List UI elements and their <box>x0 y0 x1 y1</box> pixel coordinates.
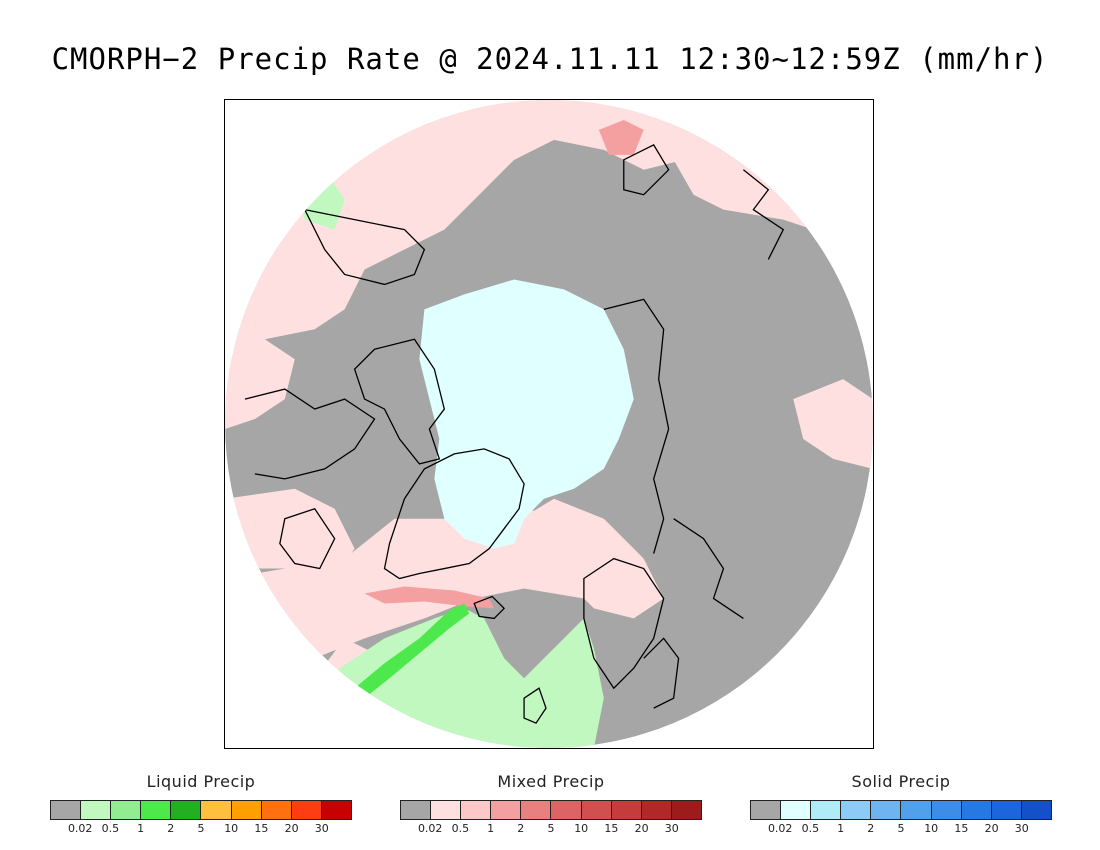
coastline-north-america-west <box>244 388 376 480</box>
legend-tick-mixed-7: 20 <box>634 822 649 835</box>
legend-ticks-solid: 0.02 0.5 1 2 5 10 15 20 30 <box>750 822 1052 836</box>
coastline-far-east <box>742 169 785 260</box>
legend-swatch-mixed-3 <box>491 801 522 819</box>
legend-swatch-mixed-2 <box>461 801 492 819</box>
legend-tick-solid-8: 30 <box>1014 822 1029 835</box>
legend-tick-mixed-6: 15 <box>604 822 619 835</box>
legend-tick-mixed-1: 0.5 <box>451 822 470 835</box>
legend-tick-solid-4: 5 <box>897 822 905 835</box>
legend-swatch-solid-9 <box>1021 801 1051 819</box>
legend-tick-solid-5: 10 <box>924 822 939 835</box>
mixed-precip-region-siberia <box>793 379 873 469</box>
polar-map-frame <box>224 99 874 749</box>
legend-swatch-liquid-7 <box>261 801 292 819</box>
legend-swatch-liquid-6 <box>231 801 262 819</box>
legend-tick-liquid-1: 0.5 <box>101 822 120 835</box>
legend-tick-mixed-5: 10 <box>574 822 589 835</box>
legend-swatch-mixed-8 <box>641 801 672 819</box>
page-title: CMORPH−2 Precip Rate @ 2024.11.11 12:30~… <box>51 42 1049 76</box>
coastline-russia-north <box>673 518 744 619</box>
legend-swatch-solid-0 <box>751 801 782 819</box>
legend-swatch-solid-2 <box>811 801 842 819</box>
legend-tick-solid-0: 0.02 <box>767 822 793 835</box>
legend-swatch-liquid-8 <box>291 801 322 819</box>
polar-precip-map[interactable] <box>225 100 873 748</box>
mixed-precip-region-norwegian-sea <box>504 498 664 619</box>
legend-swatch-liquid-9 <box>321 801 351 819</box>
legend-bar-solid <box>750 800 1052 820</box>
coastline-hudson-bay <box>279 507 336 570</box>
legend-swatch-solid-4 <box>871 801 902 819</box>
coastline-kamchatka <box>623 144 670 196</box>
map-disk <box>225 100 873 748</box>
legend-solid-precip: Solid Precip 0.02 0.5 1 2 5 10 15 20 30 <box>750 772 1052 836</box>
legend-tick-mixed-0: 0.02 <box>417 822 443 835</box>
coastline-iceland <box>473 595 506 620</box>
legend-bar-mixed <box>400 800 702 820</box>
legend-tick-liquid-7: 20 <box>284 822 299 835</box>
legend-swatch-liquid-5 <box>201 801 232 819</box>
coastline-scandinavia <box>583 557 665 690</box>
legend-swatch-solid-1 <box>781 801 812 819</box>
legend-tick-liquid-4: 5 <box>197 822 205 835</box>
legend-tick-mixed-2: 1 <box>487 822 495 835</box>
legend-swatch-solid-8 <box>991 801 1022 819</box>
legend-tick-liquid-3: 2 <box>167 822 175 835</box>
mixed-precip-region-west-canada <box>225 339 295 429</box>
legend-tick-liquid-8: 30 <box>314 822 329 835</box>
legend-swatch-mixed-1 <box>431 801 462 819</box>
legend-tick-solid-3: 2 <box>867 822 875 835</box>
legend-title-solid: Solid Precip <box>851 772 951 791</box>
legend-swatch-liquid-2 <box>111 801 142 819</box>
legend-tick-liquid-0: 0.02 <box>67 822 93 835</box>
legend-swatch-mixed-4 <box>521 801 552 819</box>
legend-swatch-liquid-0 <box>51 801 82 819</box>
legend-tick-mixed-4: 5 <box>547 822 555 835</box>
coastline-siberia <box>603 298 670 554</box>
legend-swatch-mixed-5 <box>551 801 582 819</box>
legend-tick-solid-7: 20 <box>984 822 999 835</box>
coastline-british-isles <box>523 687 547 724</box>
legend-tick-liquid-5: 10 <box>224 822 239 835</box>
legend-swatch-liquid-1 <box>81 801 112 819</box>
mixed-precip-band-iceland <box>364 586 495 609</box>
legend-tick-mixed-8: 30 <box>664 822 679 835</box>
legend-ticks-liquid: 0.02 0.5 1 2 5 10 15 20 30 <box>50 822 352 836</box>
coastline-canadian-archipelago <box>353 338 446 465</box>
legend-swatch-liquid-4 <box>171 801 202 819</box>
legend-swatch-solid-7 <box>961 801 992 819</box>
mixed-precip-patch-norway <box>598 119 644 155</box>
mixed-precip-region-hudson <box>225 488 355 579</box>
legend-swatch-solid-6 <box>931 801 962 819</box>
legend-swatch-mixed-6 <box>581 801 612 819</box>
solid-precip-region-greenland-east <box>486 458 540 539</box>
legend-swatch-solid-3 <box>841 801 872 819</box>
legend-swatch-solid-5 <box>901 801 932 819</box>
solid-precip-region-arctic-ocean <box>419 279 634 549</box>
legend-title-mixed: Mixed Precip <box>497 772 605 791</box>
legend-swatch-mixed-0 <box>401 801 432 819</box>
legend-tick-liquid-2: 1 <box>137 822 145 835</box>
legend-tick-solid-1: 0.5 <box>801 822 820 835</box>
liquid-precip-band-atlantic-front <box>354 603 470 699</box>
legend-swatch-mixed-7 <box>611 801 642 819</box>
legend-title-liquid: Liquid Precip <box>146 772 256 791</box>
coastline-baltic <box>643 637 680 709</box>
legend-ticks-mixed: 0.02 0.5 1 2 5 10 15 20 30 <box>400 822 702 836</box>
legend-tick-liquid-6: 15 <box>254 822 269 835</box>
legend-bar-liquid <box>50 800 352 820</box>
legend-mixed-precip: Mixed Precip 0.02 0.5 1 2 5 10 15 20 30 <box>400 772 702 836</box>
legend-swatch-liquid-3 <box>141 801 172 819</box>
legend-swatch-mixed-9 <box>671 801 701 819</box>
coastline-greenland <box>383 448 525 580</box>
coastline-alaska <box>303 208 426 286</box>
legend-tick-solid-6: 15 <box>954 822 969 835</box>
legend-tick-mixed-3: 2 <box>517 822 525 835</box>
legend-liquid-precip: Liquid Precip 0.02 0.5 1 2 5 10 15 20 30 <box>50 772 352 836</box>
legend-tick-solid-2: 1 <box>837 822 845 835</box>
